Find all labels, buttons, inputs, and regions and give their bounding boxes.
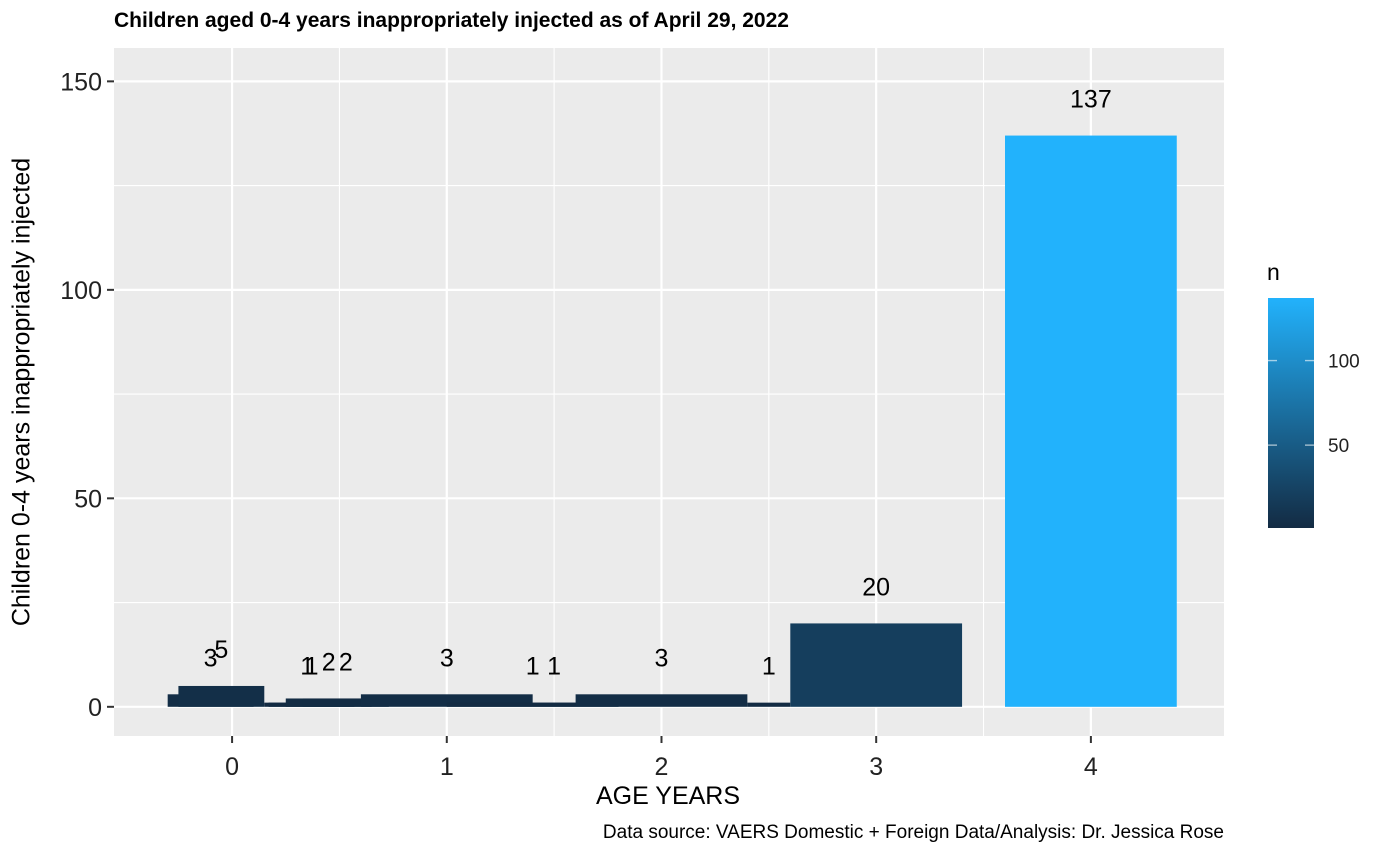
y-axis-label: Children 0-4 years inappropriately injec…	[7, 157, 36, 627]
bar-value-label: 2	[339, 648, 353, 676]
bar	[532, 702, 576, 707]
legend-title: n	[1267, 259, 1280, 285]
x-axis-label: AGE YEARS	[595, 782, 741, 810]
bars	[167, 135, 1177, 707]
bar-value-label: 3	[440, 644, 454, 672]
colorbar-tick-label: 50	[1328, 436, 1349, 457]
bar-value-label: 2	[322, 648, 336, 676]
bar-value-label: 20	[862, 573, 890, 601]
y-tick-label: 100	[60, 277, 102, 305]
bar-value-label: 1	[547, 653, 561, 681]
bar	[575, 694, 748, 707]
x-tick-label: 4	[1084, 753, 1098, 781]
bar-value-label: 137	[1070, 86, 1112, 114]
chart-caption: Data source: VAERS Domestic + Foreign Da…	[602, 822, 1224, 843]
x-tick-label: 1	[440, 753, 454, 781]
bar-value-label: 1	[300, 653, 314, 681]
x-tick-label: 2	[655, 753, 669, 781]
colorbar-legend: 50 100	[1268, 298, 1360, 528]
x-axis: 0 1 2 3 4	[225, 736, 1098, 781]
colorbar-gradient	[1268, 298, 1314, 528]
x-tick-label: 3	[869, 753, 883, 781]
y-tick-label: 150	[60, 68, 102, 96]
major-gridlines	[114, 48, 1224, 736]
bar	[790, 623, 963, 707]
bar-value-label: 3	[655, 644, 669, 672]
y-tick-label: 0	[88, 694, 102, 722]
bar-value-label: 3	[204, 644, 218, 672]
bar	[747, 702, 791, 707]
bar-value-label: 5	[214, 636, 228, 664]
bar-value-label: 1	[305, 653, 319, 681]
colorbar-tick-label: 100	[1328, 352, 1360, 373]
bar	[302, 698, 389, 707]
bar	[1005, 135, 1177, 707]
x-tick-label: 0	[225, 753, 239, 781]
bar	[178, 685, 265, 707]
y-axis: 0 50 100 150	[60, 68, 114, 722]
chart-title: Children aged 0-4 years inappropriately …	[114, 9, 789, 32]
bar-value-label: 1	[762, 653, 776, 681]
y-tick-label: 50	[74, 485, 102, 513]
bar-value-label: 1	[526, 653, 540, 681]
